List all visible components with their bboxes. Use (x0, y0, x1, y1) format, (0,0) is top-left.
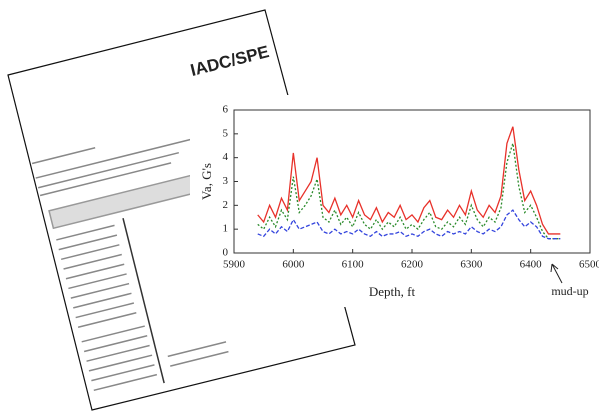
y-tick-label: 0 (223, 247, 229, 259)
y-tick-label: 5 (223, 127, 229, 139)
x-tick-label: 6500 (579, 259, 599, 271)
y-tick-label: 1 (223, 223, 229, 235)
chart: 0 1 2 3 4 5 6 5900 6000 6100 6200 6300 6400 6500 Depth… (199, 104, 599, 299)
x-tick-label: 6400 (520, 259, 543, 271)
data-line (257, 209, 561, 240)
y-tick-label: 2 (223, 199, 229, 211)
data-line (257, 126, 561, 235)
x-tick-label: 6300 (460, 259, 483, 271)
y-axis-label: Va, G's (199, 163, 214, 200)
x-tick-label: 6000 (282, 259, 305, 271)
x-axis-label: Depth, ft (369, 284, 416, 299)
annotation: mud-up (551, 284, 588, 298)
x-tick-label: 6200 (401, 259, 424, 271)
annotation-arrow (550, 263, 563, 284)
x-tick-label: 5900 (223, 259, 246, 271)
chart-background (190, 95, 585, 307)
y-tick-label: 3 (223, 175, 229, 187)
data-line (257, 143, 561, 240)
x-tick-label: 6100 (342, 259, 365, 271)
y-tick-label: 6 (223, 104, 229, 116)
y-tick-label: 4 (223, 151, 229, 163)
